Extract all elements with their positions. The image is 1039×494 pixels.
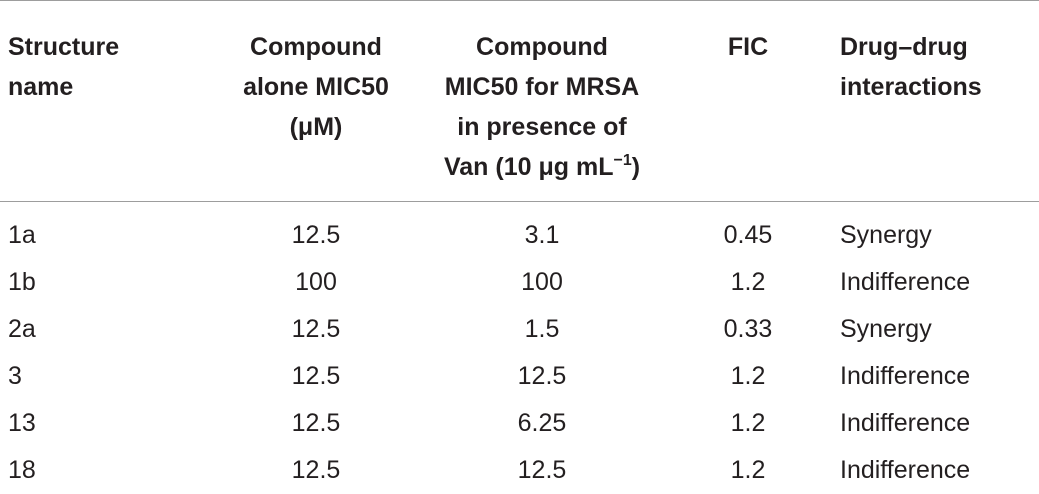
cell-fic: 1.2 [674, 447, 822, 494]
table-row: 2a 12.5 1.5 0.33 Synergy [0, 306, 1039, 353]
table-row: 1b 100 100 1.2 Indifference [0, 259, 1039, 306]
header-compound-mic50-with-van: Compound MIC50 for MRSA in presence of V… [410, 1, 674, 202]
header-fic: FIC [674, 1, 822, 202]
header-drug-drug-interactions: Drug–drug interactions [822, 1, 1039, 202]
table-row: 1a 12.5 3.1 0.45 Synergy [0, 202, 1039, 260]
cell-structure-name: 13 [0, 400, 222, 447]
cell-mic50-with-van: 6.25 [410, 400, 674, 447]
cell-mic50-alone: 12.5 [222, 306, 410, 353]
cell-structure-name: 1a [0, 202, 222, 260]
cell-fic: 1.2 [674, 259, 822, 306]
cell-interaction: Synergy [822, 306, 1039, 353]
cell-mic50-with-van: 12.5 [410, 447, 674, 494]
cell-fic: 0.33 [674, 306, 822, 353]
cell-interaction: Indifference [822, 447, 1039, 494]
cell-interaction: Indifference [822, 259, 1039, 306]
table-body: 1a 12.5 3.1 0.45 Synergy 1b 100 100 1.2 … [0, 202, 1039, 494]
cell-interaction: Synergy [822, 202, 1039, 260]
cell-fic: 1.2 [674, 400, 822, 447]
header-compound-alone-mic50: Compound alone MIC50 (μM) [222, 1, 410, 202]
cell-fic: 0.45 [674, 202, 822, 260]
header-row: Structure name Compound alone MIC50 (μM)… [0, 1, 1039, 202]
table-row: 3 12.5 12.5 1.2 Indifference [0, 353, 1039, 400]
cell-interaction: Indifference [822, 400, 1039, 447]
cell-mic50-with-van: 3.1 [410, 202, 674, 260]
table-header: Structure name Compound alone MIC50 (μM)… [0, 1, 1039, 202]
cell-structure-name: 3 [0, 353, 222, 400]
cell-mic50-with-van: 12.5 [410, 353, 674, 400]
cell-mic50-alone: 100 [222, 259, 410, 306]
cell-structure-name: 18 [0, 447, 222, 494]
cell-mic50-alone: 12.5 [222, 202, 410, 260]
header-van-concentration: Van (10 μg mL−1) [410, 147, 674, 187]
table-row: 18 12.5 12.5 1.2 Indifference [0, 447, 1039, 494]
cell-fic: 1.2 [674, 353, 822, 400]
cell-mic50-with-van: 100 [410, 259, 674, 306]
cell-mic50-alone: 12.5 [222, 400, 410, 447]
cell-structure-name: 1b [0, 259, 222, 306]
cell-mic50-alone: 12.5 [222, 353, 410, 400]
data-table-container: Structure name Compound alone MIC50 (μM)… [0, 0, 1039, 484]
cell-structure-name: 2a [0, 306, 222, 353]
cell-mic50-alone: 12.5 [222, 447, 410, 494]
cell-interaction: Indifference [822, 353, 1039, 400]
table-row: 13 12.5 6.25 1.2 Indifference [0, 400, 1039, 447]
header-structure-name: Structure name [0, 1, 222, 202]
cell-mic50-with-van: 1.5 [410, 306, 674, 353]
